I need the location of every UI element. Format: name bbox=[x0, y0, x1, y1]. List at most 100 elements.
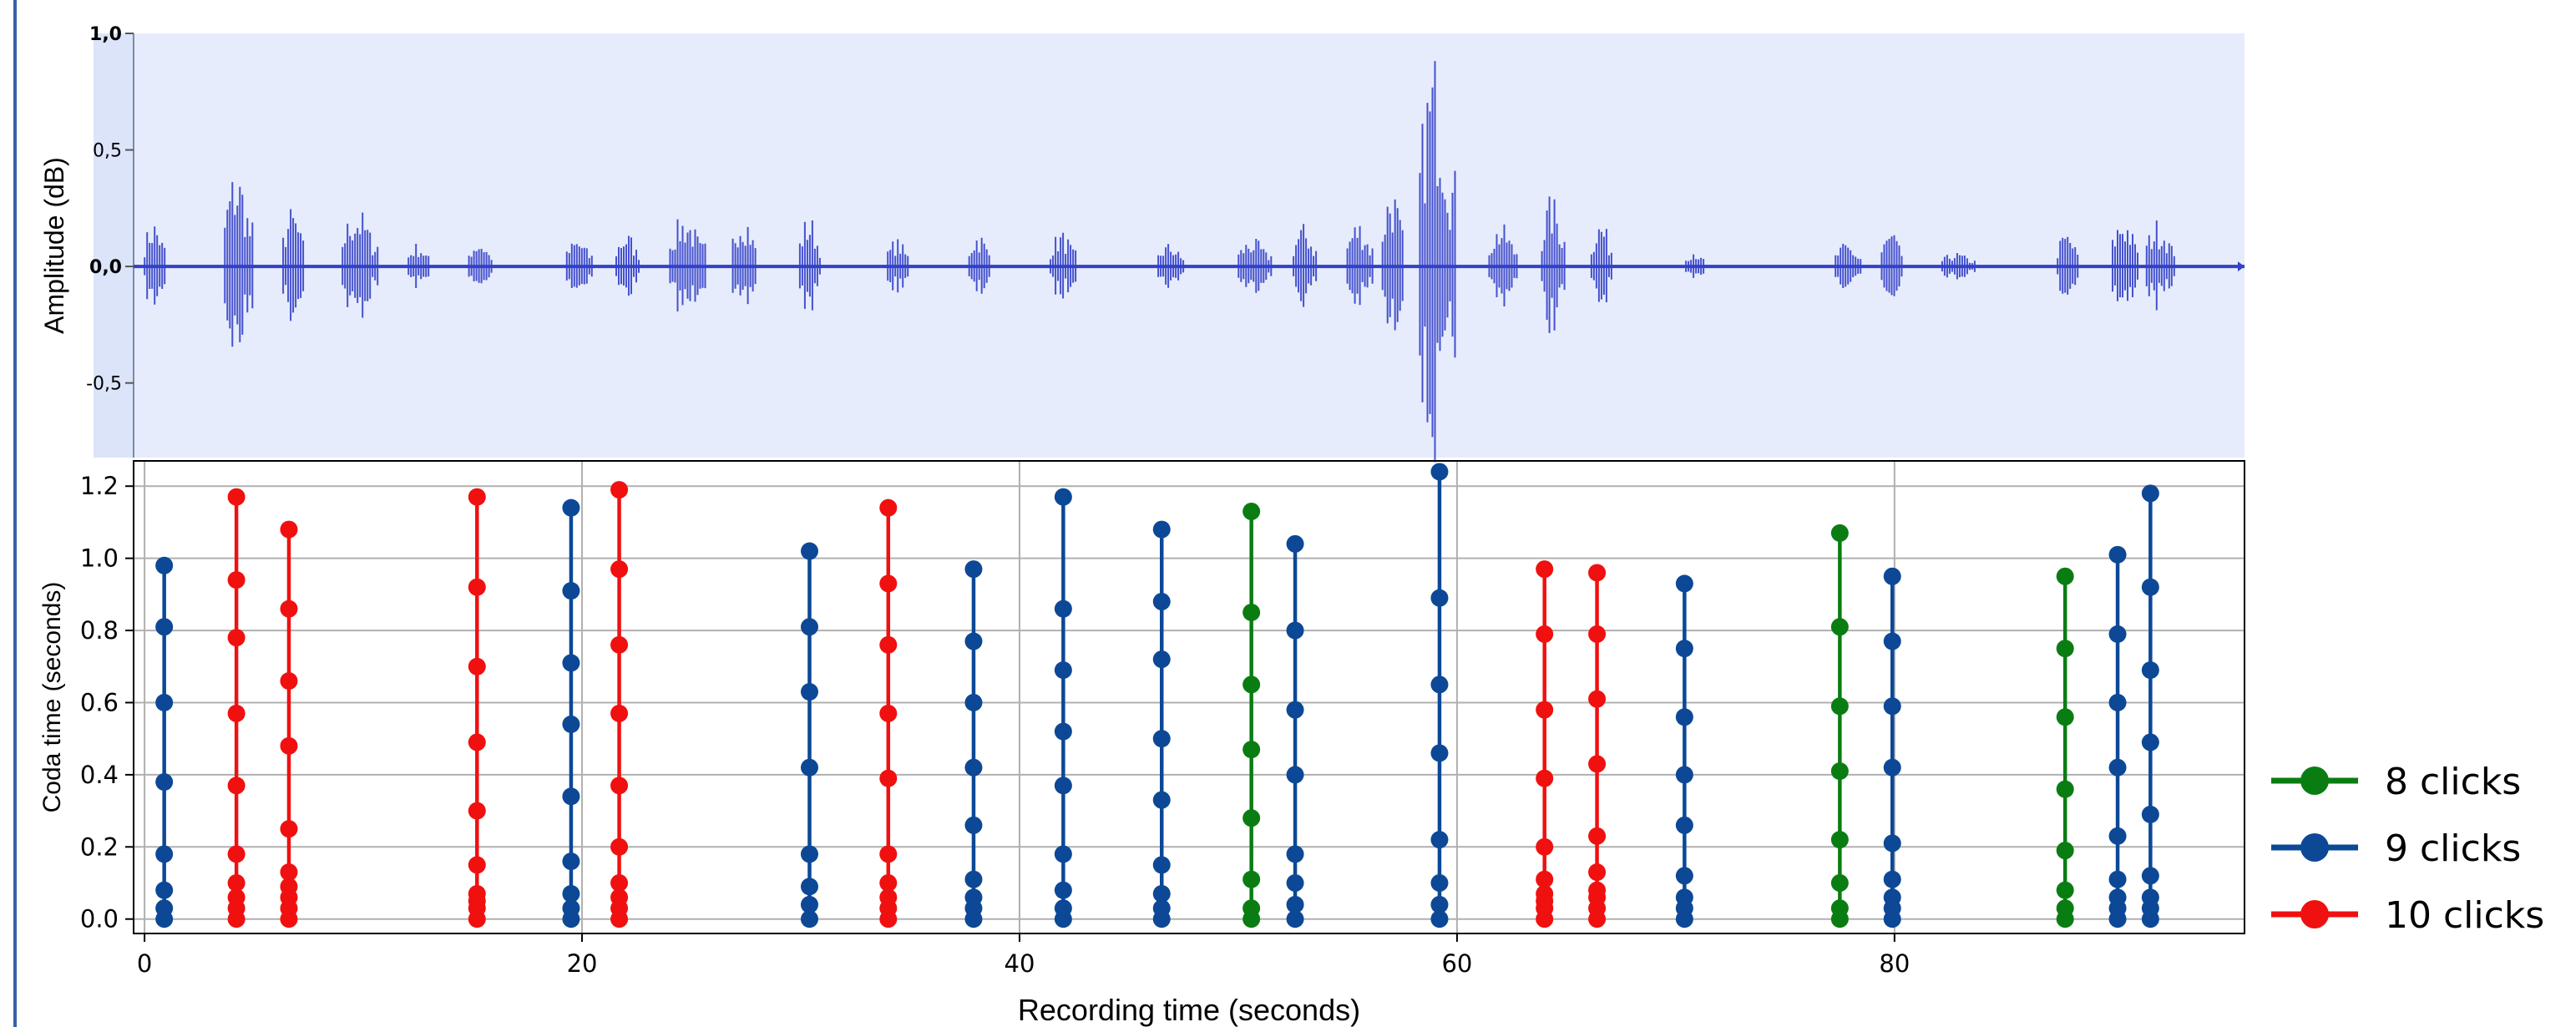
coda-click-point bbox=[1675, 574, 1693, 593]
coda-click-point bbox=[610, 560, 629, 579]
coda-click-point bbox=[562, 884, 580, 903]
waveform-left-strip bbox=[94, 33, 134, 458]
coda-click-point bbox=[227, 629, 245, 647]
coda-click-point bbox=[879, 888, 898, 907]
coda-click-point bbox=[1054, 881, 1072, 899]
coda-click-point bbox=[1286, 701, 1304, 719]
coda-click-point bbox=[879, 769, 898, 787]
waveform-burst bbox=[224, 182, 254, 347]
coda-click-point bbox=[800, 542, 818, 560]
coda-click-point bbox=[1588, 625, 1607, 643]
coda-click-point bbox=[1152, 730, 1171, 748]
coda-click-point bbox=[800, 910, 818, 928]
coda-click-point bbox=[227, 874, 245, 893]
coda-click-point bbox=[468, 578, 486, 596]
waveform-y-tick-label: 0,0 bbox=[89, 257, 122, 278]
coda-click-point bbox=[610, 635, 629, 654]
coda-click-point bbox=[2108, 870, 2127, 888]
legend-marker bbox=[2300, 900, 2329, 928]
coda-click-point bbox=[879, 574, 898, 593]
waveform-burst bbox=[2057, 236, 2079, 295]
coda bbox=[562, 498, 580, 928]
coda-click-point bbox=[1054, 899, 1072, 918]
coda-click-point bbox=[1830, 762, 1849, 781]
coda-click-point bbox=[964, 632, 983, 650]
coda-click-point bbox=[1883, 758, 1901, 777]
coda bbox=[1054, 488, 1072, 928]
coda-click-point bbox=[468, 657, 486, 675]
coda-click-point bbox=[2056, 640, 2074, 658]
coda-click-point bbox=[468, 802, 486, 820]
coda-click-point bbox=[155, 899, 174, 918]
legend-entry: 10 clicks bbox=[2271, 894, 2544, 937]
coda bbox=[1430, 463, 1449, 928]
coda-click-point bbox=[1675, 766, 1693, 784]
coda-click-point bbox=[800, 618, 818, 636]
coda-click-point bbox=[280, 600, 298, 618]
coda-click-point bbox=[1286, 910, 1304, 928]
coda bbox=[1830, 524, 1849, 928]
coda-click-point bbox=[280, 672, 298, 691]
coda-click-point bbox=[964, 870, 983, 888]
coda-click-point bbox=[800, 845, 818, 863]
coda bbox=[1675, 574, 1693, 928]
coda-click-point bbox=[2056, 567, 2074, 585]
coda-click-point bbox=[1536, 560, 1554, 579]
waveform-burst bbox=[1488, 224, 1518, 306]
coda-x-tick-label: 0 bbox=[137, 949, 152, 978]
coda-click-point bbox=[1430, 589, 1449, 607]
waveform-burst bbox=[2112, 230, 2138, 301]
coda-click-point bbox=[2141, 661, 2159, 680]
coda-x-axis-label: Recording time (seconds) bbox=[1018, 993, 1360, 1027]
coda-click-point bbox=[1054, 661, 1072, 680]
coda-click-point bbox=[1883, 834, 1901, 852]
coda-click-point bbox=[1588, 755, 1607, 773]
waveform-burst bbox=[1237, 239, 1273, 293]
coda-y-tick-label: 1.0 bbox=[80, 544, 119, 573]
coda-click-point bbox=[227, 845, 245, 863]
coda bbox=[800, 542, 818, 928]
waveform-burst bbox=[565, 243, 593, 288]
coda-click-point bbox=[964, 560, 983, 579]
waveform-burst bbox=[615, 235, 640, 296]
waveform-burst bbox=[1419, 61, 1456, 463]
coda-series bbox=[227, 481, 1607, 928]
coda bbox=[964, 560, 983, 928]
waveform-burst bbox=[1293, 224, 1318, 307]
coda bbox=[468, 488, 486, 928]
coda-click-point bbox=[1152, 884, 1171, 903]
coda-click-point bbox=[1830, 899, 1849, 918]
coda-click-point bbox=[280, 878, 298, 896]
waveform-burst bbox=[144, 226, 166, 305]
coda-click-point bbox=[155, 618, 174, 636]
coda-click-point bbox=[1054, 777, 1072, 795]
legend-label: 8 clicks bbox=[2385, 761, 2521, 803]
legend-label: 10 clicks bbox=[2385, 894, 2544, 937]
coda-click-point bbox=[2141, 867, 2159, 885]
coda-click-point bbox=[1830, 874, 1849, 893]
coda-click-point bbox=[1830, 697, 1849, 716]
coda-click-point bbox=[1430, 744, 1449, 762]
coda-click-point bbox=[1588, 881, 1607, 899]
coda-click-point bbox=[610, 874, 629, 893]
coda-click-point bbox=[1883, 697, 1901, 716]
coda-click-point bbox=[562, 787, 580, 806]
coda-click-point bbox=[155, 556, 174, 574]
coda-click-point bbox=[1242, 809, 1261, 827]
coda bbox=[1883, 567, 1901, 928]
left-border-line bbox=[13, 0, 17, 1027]
coda bbox=[2056, 567, 2074, 928]
coda-click-point bbox=[2056, 842, 2074, 860]
coda-click-point bbox=[610, 704, 629, 722]
coda-click-point bbox=[800, 683, 818, 701]
coda-click-point bbox=[468, 733, 486, 751]
coda bbox=[1286, 534, 1304, 928]
legend-entry: 8 clicks bbox=[2271, 761, 2521, 803]
waveform-burst bbox=[1880, 235, 1903, 296]
coda-click-point bbox=[2056, 881, 2074, 899]
coda bbox=[2108, 545, 2127, 928]
coda-click-point bbox=[2141, 733, 2159, 751]
coda-click-point bbox=[1588, 690, 1607, 708]
coda bbox=[227, 488, 245, 928]
coda-click-point bbox=[1536, 870, 1554, 888]
